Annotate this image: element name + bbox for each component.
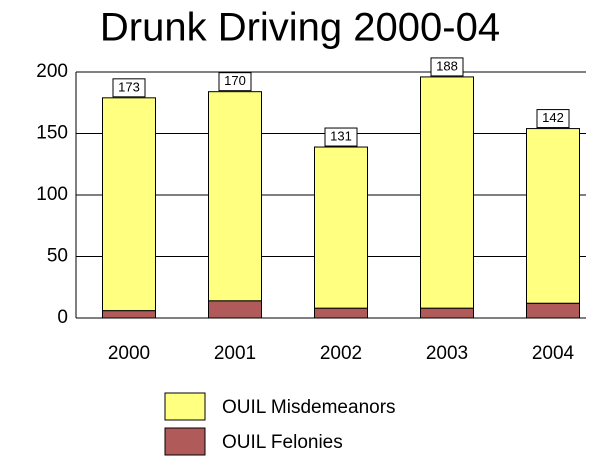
bar-segment <box>420 307 474 319</box>
value-label-box <box>536 109 570 129</box>
bar-segment <box>420 76 474 309</box>
y-tick-label: 50 <box>47 246 68 267</box>
legend-label: OUIL Misdemeanors <box>222 397 396 418</box>
y-tick-label: 200 <box>36 61 68 82</box>
bar-segment <box>526 128 580 304</box>
value-label: 131 <box>330 128 352 143</box>
bar-segment <box>102 97 156 312</box>
bar-segment <box>208 91 262 302</box>
legend-label: OUIL Felonies <box>222 432 343 453</box>
value-label-box <box>218 72 252 92</box>
value-label-box <box>324 127 358 147</box>
x-tick-label: 2004 <box>532 343 575 364</box>
value-label-box <box>430 57 464 77</box>
bar-segment <box>526 302 580 319</box>
value-label: 170 <box>224 73 246 88</box>
x-tick-label: 2003 <box>426 343 468 364</box>
value-label: 142 <box>542 110 564 125</box>
value-label: 188 <box>436 58 458 73</box>
value-label-box <box>112 78 146 98</box>
y-tick-label: 100 <box>36 184 68 205</box>
value-label: 173 <box>118 79 140 94</box>
legend-swatch <box>164 392 206 421</box>
bar-segment <box>314 307 368 319</box>
chart-title: Drunk Driving 2000-04 <box>100 6 500 50</box>
x-tick-label: 2002 <box>320 343 362 364</box>
y-tick-label: 150 <box>36 123 68 144</box>
x-tick-label: 2001 <box>214 343 256 364</box>
y-tick-label: 0 <box>57 307 68 328</box>
x-tick-label: 2000 <box>108 343 150 364</box>
legend-swatch <box>164 427 206 456</box>
bar-segment <box>208 300 262 319</box>
bar-segment <box>314 146 368 309</box>
bar-segment <box>102 310 156 319</box>
